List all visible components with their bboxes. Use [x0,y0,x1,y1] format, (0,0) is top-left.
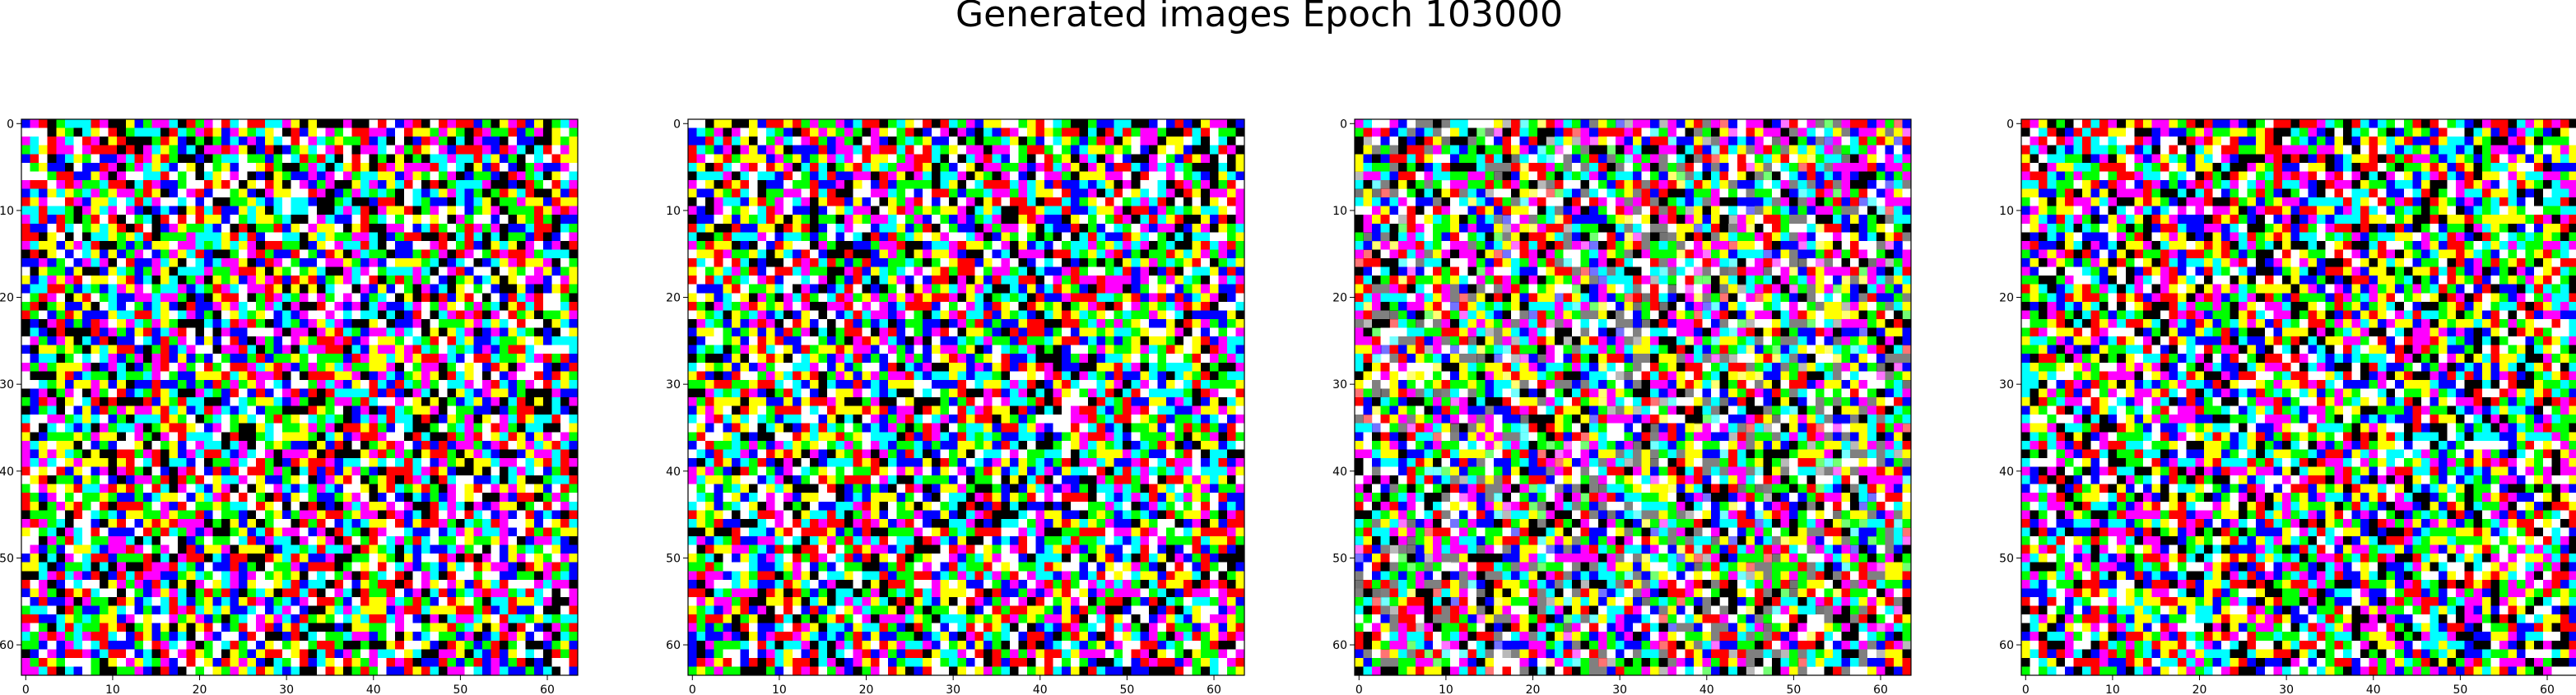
x-tick-label: 20 [193,683,207,695]
y-tick-label: 40 [0,466,14,479]
y-tick-label: 50 [1999,552,2014,565]
x-tick-label: 0 [689,683,696,695]
y-tick-label: 10 [0,205,14,218]
x-tick-label: 10 [105,683,120,695]
x-tick-label: 40 [366,683,381,695]
x-tick-label: 30 [2279,683,2294,695]
y-tick-label: 10 [1332,205,1347,218]
x-tick-label: 50 [2453,683,2467,695]
y-tick-label: 20 [1332,292,1347,305]
y-tick-label: 30 [1999,378,2014,392]
x-tick-label: 0 [2022,683,2030,695]
y-tick-label: 50 [1332,552,1347,565]
y-tick-label: 40 [1999,466,2014,479]
noise-image-2 [688,119,1245,676]
y-tick-label: 30 [666,378,681,392]
x-tick-label: 40 [1700,683,1714,695]
y-tick-label: 60 [666,639,681,652]
x-tick-label: 20 [2192,683,2207,695]
y-tick-label: 60 [1999,639,2014,652]
y-tick-label: 0 [7,118,14,131]
y-tick-label: 0 [2006,118,2014,131]
x-tick-label: 60 [540,683,555,695]
x-tick-label: 60 [1873,683,1888,695]
y-tick-label: 0 [673,118,681,131]
x-tick-label: 60 [1207,683,1221,695]
y-tick-label: 40 [1332,466,1347,479]
x-tick-label: 60 [2540,683,2555,695]
x-tick-label: 0 [1355,683,1363,695]
noise-image-3 [1355,119,1912,676]
y-tick-label: 60 [1332,639,1347,652]
noise-image-1 [21,119,579,676]
y-tick-label: 40 [666,466,681,479]
x-tick-label: 40 [1033,683,1048,695]
x-tick-label: 0 [22,683,30,695]
y-tick-label: 50 [0,552,14,565]
x-tick-label: 30 [279,683,294,695]
x-tick-label: 30 [946,683,960,695]
x-tick-label: 10 [772,683,787,695]
subplot-3: 0 10 20 30 40 50 60 0 10 20 30 40 50 60 [1332,118,1911,695]
y-tick-label: 30 [0,378,14,392]
x-tick-label: 10 [1439,683,1453,695]
subplot-1: 0 10 20 30 40 50 60 0 10 20 30 40 50 60 [0,118,579,695]
x-tick-label: 30 [1612,683,1627,695]
y-tick-label: 20 [0,292,14,305]
y-tick-label: 50 [666,552,681,565]
x-tick-label: 40 [2366,683,2381,695]
x-tick-label: 20 [859,683,874,695]
y-tick-label: 60 [0,639,14,652]
y-tick-label: 10 [666,205,681,218]
y-tick-label: 20 [666,292,681,305]
x-tick-label: 50 [453,683,467,695]
subplot-2: 0 10 20 30 40 50 60 0 10 20 30 40 50 60 [666,118,1244,695]
y-tick-label: 0 [1340,118,1347,131]
figure-suptitle: Generated images Epoch 103000 [956,0,1563,35]
x-tick-label: 20 [1526,683,1541,695]
subplot-4: 0 10 20 30 40 50 60 0 10 20 30 40 50 60 [1999,118,2576,695]
y-tick-label: 10 [1999,205,2014,218]
y-tick-label: 20 [1999,292,2014,305]
noise-image-4 [2021,119,2576,676]
x-tick-label: 50 [1119,683,1134,695]
y-tick-label: 30 [1332,378,1347,392]
x-tick-label: 50 [1786,683,1801,695]
x-tick-label: 10 [2105,683,2120,695]
